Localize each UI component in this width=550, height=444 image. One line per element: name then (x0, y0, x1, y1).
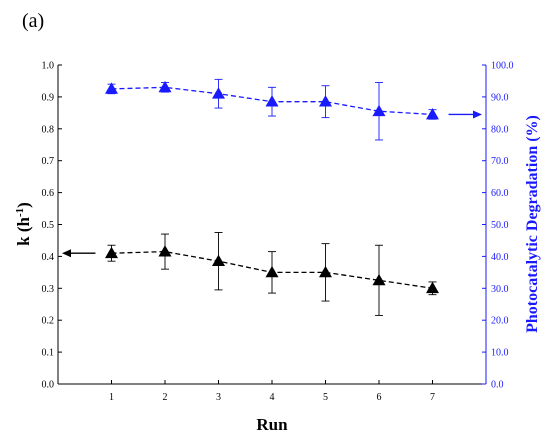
right-tick-label: 90.0 (491, 92, 509, 103)
right-axis-ticks: 0.0 10.0 20.0 30.0 40.0 50.0 60.0 70.0 80.0 90.0 1… (482, 61, 514, 391)
left-axis-label-end: ) (14, 202, 33, 208)
data-point (265, 95, 279, 107)
data-point (426, 107, 439, 120)
x-tick-label: 6 (377, 392, 382, 403)
right-tick-label: 60.0 (491, 188, 509, 199)
data-point (212, 87, 225, 99)
data-point (158, 80, 172, 93)
panel-label: (a) (22, 10, 44, 32)
left-tick-label: 0.6 (42, 188, 55, 199)
x-tick-label: 5 (323, 392, 328, 403)
left-tick-label: 0.3 (42, 284, 55, 295)
right-tick-label: 50.0 (491, 220, 509, 231)
x-tick-label: 4 (270, 392, 275, 403)
right-tick-label: 10.0 (491, 348, 509, 359)
data-point (372, 104, 386, 117)
series-rate-constant (62, 232, 439, 316)
x-tick-label: 1 (109, 392, 114, 403)
left-tick-label: 0.5 (42, 220, 55, 231)
data-point (212, 254, 225, 267)
x-tick-label: 7 (430, 392, 435, 403)
left-tick-label: 0.8 (42, 124, 55, 135)
data-point (426, 281, 439, 294)
left-tick-label: 0.4 (42, 252, 55, 263)
data-point (158, 245, 172, 257)
left-tick-label: 0.7 (42, 156, 55, 167)
right-tick-label: 30.0 (491, 284, 509, 295)
data-point (105, 246, 118, 259)
x-axis-ticks: 1 2 3 4 5 6 7 (109, 380, 435, 403)
right-tick-label: 0.0 (491, 380, 504, 391)
right-axis-label: Photocatalytic Degradation (%) (524, 115, 541, 333)
left-axis-label-sup: -1 (14, 208, 26, 217)
x-tick-label: 2 (163, 392, 168, 403)
axis-arrow-head (62, 249, 71, 258)
right-tick-label: 20.0 (491, 316, 509, 327)
data-point (265, 265, 279, 278)
right-tick-label: 100.0 (491, 61, 514, 72)
left-tick-label: 0.2 (42, 316, 55, 327)
left-tick-label: 0.0 (42, 380, 55, 391)
x-tick-label: 3 (216, 392, 221, 403)
left-axis-label-main: k (h (14, 216, 33, 245)
data-point (372, 273, 386, 286)
data-point (319, 265, 332, 278)
right-tick-label: 40.0 (491, 252, 509, 263)
data-point (319, 95, 332, 107)
x-axis-label: Run (256, 415, 288, 434)
left-tick-label: 1.0 (42, 61, 55, 72)
series-layer (62, 78, 482, 316)
data-point (105, 82, 118, 94)
left-tick-label: 0.9 (42, 92, 55, 103)
axis-arrow-head (473, 110, 482, 119)
right-tick-label: 80.0 (491, 124, 509, 135)
left-axis-ticks: 0.0 0.1 0.2 0.3 0.4 0.5 0.6 0.7 0.8 0.9 1.0 (42, 61, 62, 391)
left-axis-label: k (h-1) (14, 202, 33, 246)
left-tick-label: 0.1 (42, 348, 55, 359)
series-degradation (105, 78, 482, 141)
right-tick-label: 70.0 (491, 156, 509, 167)
